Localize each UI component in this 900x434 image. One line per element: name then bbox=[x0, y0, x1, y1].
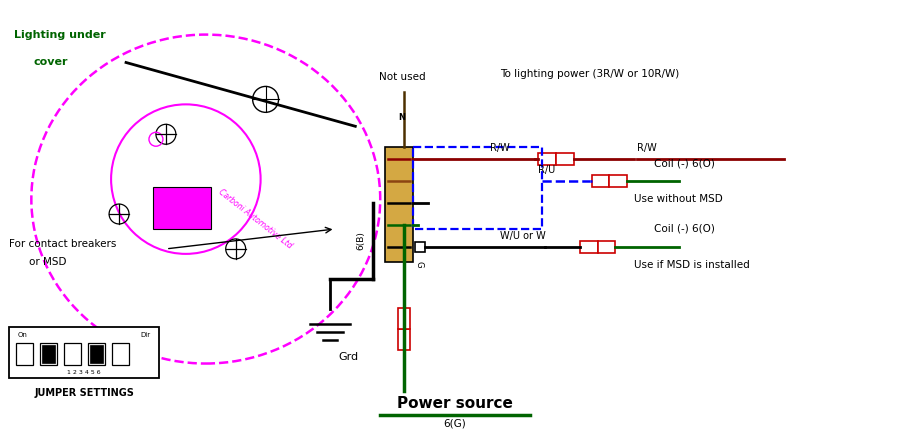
Text: Use if MSD is installed: Use if MSD is installed bbox=[634, 260, 751, 270]
Bar bbox=[64, 342, 81, 365]
Text: W/U or W: W/U or W bbox=[500, 231, 545, 241]
Bar bbox=[598, 241, 616, 253]
Text: G: G bbox=[415, 260, 424, 267]
Bar bbox=[9, 327, 159, 378]
Text: To lighting power (3R/W or 10R/W): To lighting power (3R/W or 10R/W) bbox=[500, 69, 680, 79]
Text: Grd: Grd bbox=[338, 352, 358, 362]
Text: N: N bbox=[399, 113, 406, 122]
Bar bbox=[609, 175, 627, 187]
Bar bbox=[90, 345, 103, 362]
Text: JUMPER SETTINGS: JUMPER SETTINGS bbox=[34, 388, 134, 398]
Bar bbox=[398, 308, 410, 329]
Bar bbox=[580, 241, 598, 253]
Text: Power source: Power source bbox=[397, 396, 513, 411]
Bar bbox=[591, 175, 609, 187]
Text: 6(G): 6(G) bbox=[444, 418, 466, 428]
Bar bbox=[16, 342, 32, 365]
Bar bbox=[555, 153, 573, 165]
Text: Coil (-) 6(O): Coil (-) 6(O) bbox=[654, 224, 716, 234]
Text: For contact breakers: For contact breakers bbox=[9, 239, 117, 249]
Bar bbox=[398, 329, 410, 349]
Bar bbox=[153, 187, 211, 229]
Bar bbox=[537, 153, 555, 165]
Text: 6(B): 6(B) bbox=[356, 231, 365, 250]
Text: Lighting under: Lighting under bbox=[14, 30, 106, 39]
Text: R/W: R/W bbox=[637, 143, 657, 153]
Text: Dir: Dir bbox=[140, 332, 151, 338]
Text: On: On bbox=[17, 332, 27, 338]
Text: R/W: R/W bbox=[490, 143, 509, 153]
Bar bbox=[385, 147, 413, 262]
Text: Coil (-) 6(O): Coil (-) 6(O) bbox=[654, 158, 716, 168]
Text: Use without MSD: Use without MSD bbox=[634, 194, 724, 204]
Bar bbox=[87, 342, 104, 365]
Text: 1 2 3 4 5 6: 1 2 3 4 5 6 bbox=[68, 370, 101, 375]
Text: cover: cover bbox=[33, 57, 68, 68]
Bar bbox=[112, 342, 129, 365]
Text: R/U: R/U bbox=[537, 165, 555, 175]
Bar bbox=[415, 242, 425, 252]
Text: Not used: Not used bbox=[379, 72, 426, 82]
Bar bbox=[40, 342, 57, 365]
Bar bbox=[41, 345, 55, 362]
Text: or MSD: or MSD bbox=[30, 257, 67, 267]
Text: Carboni Automotive Ltd: Carboni Automotive Ltd bbox=[217, 187, 294, 250]
